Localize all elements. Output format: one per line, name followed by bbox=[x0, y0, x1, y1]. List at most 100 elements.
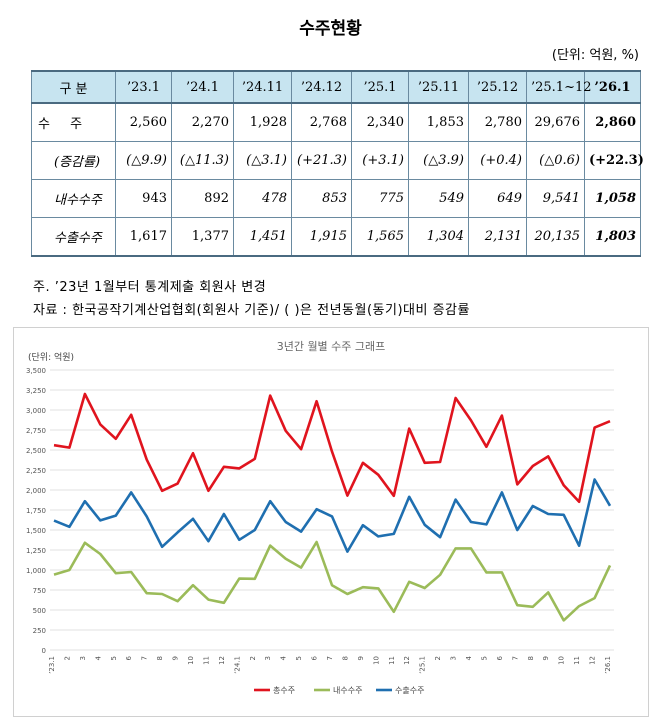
table-cell: 29,676 bbox=[526, 102, 585, 142]
row-label: 수출수주 bbox=[31, 217, 116, 257]
chart-title: 3년간 월별 수주 그래프 bbox=[277, 340, 386, 353]
period-header: ’25.11 bbox=[408, 70, 469, 104]
table-cell: 1,617 bbox=[115, 217, 172, 257]
x-tick-label: 4 bbox=[94, 655, 102, 660]
row-label: (증감률) bbox=[31, 141, 116, 180]
y-tick-label: 3,000 bbox=[26, 407, 46, 415]
table-cell: (△3.9) bbox=[408, 141, 469, 180]
table-cell: 1,928 bbox=[233, 102, 292, 142]
table-cell: 549 bbox=[408, 179, 469, 218]
orders-table: 구 분 ’23.1 ’24.1 ’24.11 ’24.12 ’25.1 ’25.… bbox=[31, 70, 644, 257]
series-line bbox=[53, 540, 612, 622]
y-tick-label: 2,000 bbox=[26, 487, 46, 495]
legend-label: 내수수주 bbox=[333, 686, 362, 695]
y-tick-label: 500 bbox=[33, 607, 46, 615]
x-tick-label: 9 bbox=[172, 656, 180, 660]
y-tick-label: 1,250 bbox=[26, 547, 46, 555]
table-cell: (△3.1) bbox=[233, 141, 292, 180]
period-header: ’25.1~12 bbox=[526, 70, 592, 104]
x-tick-label: 5 bbox=[110, 656, 118, 660]
y-tick-label: 1,500 bbox=[26, 527, 46, 535]
table-row: 수 주 2,560 2,270 1,928 2,768 2,340 1,853 … bbox=[31, 102, 641, 142]
x-tick-label: 2 bbox=[249, 656, 257, 660]
table-cell: 943 bbox=[115, 179, 172, 218]
x-tick-label: 4 bbox=[465, 655, 473, 660]
y-tick-label: 2,500 bbox=[26, 447, 46, 455]
table-cell: (△11.3) bbox=[171, 141, 234, 180]
x-tick-label: 11 bbox=[202, 656, 210, 665]
table-cell: 1,915 bbox=[291, 217, 352, 257]
x-tick-label: ’26.1 bbox=[604, 656, 612, 674]
table-cell: 2,560 bbox=[115, 102, 172, 142]
table-cell: 2,768 bbox=[291, 102, 352, 142]
table-row: 수출수주 1,617 1,377 1,451 1,915 1,565 1,304… bbox=[31, 217, 641, 257]
x-tick-label: ’23.1 bbox=[48, 656, 56, 674]
x-tick-label: 6 bbox=[125, 655, 133, 660]
line-chart: 3년간 월별 수주 그래프 (단위: 억원) 0 250 500 750 1,000 1,… bbox=[26, 340, 614, 695]
y-tick-label: 3,500 bbox=[26, 367, 46, 375]
table-cell: 1,565 bbox=[351, 217, 409, 257]
period-header: ’26.1 bbox=[584, 70, 641, 104]
y-tick-label: 1,750 bbox=[26, 507, 46, 515]
y-tick-label: 0 bbox=[42, 647, 46, 655]
x-tick-label: 6 bbox=[311, 655, 319, 660]
table-cell: 775 bbox=[351, 179, 409, 218]
x-tick-label: 4 bbox=[280, 655, 288, 660]
table-cell: (+0.4) bbox=[468, 141, 527, 180]
period-header: ’24.1 bbox=[171, 70, 234, 104]
table-cell: 853 bbox=[291, 179, 352, 218]
y-tick-label: 750 bbox=[33, 587, 46, 595]
table-cell: (+22.3) bbox=[584, 141, 644, 180]
table-cell: 1,451 bbox=[233, 217, 292, 257]
x-tick-label: 9 bbox=[357, 656, 365, 660]
table-cell: 1,304 bbox=[408, 217, 469, 257]
x-tick-label: ’25.1 bbox=[419, 656, 427, 674]
series-line bbox=[53, 478, 612, 553]
x-tick-label: 5 bbox=[295, 656, 303, 660]
x-tick-label: 3 bbox=[450, 656, 458, 660]
x-tick-label: 10 bbox=[187, 656, 195, 665]
row-label: 수 주 bbox=[31, 102, 116, 142]
x-tick-label: 7 bbox=[326, 656, 334, 660]
y-axis-label: (단위: 억원) bbox=[28, 351, 74, 363]
x-tick-label: 7 bbox=[141, 656, 149, 660]
unit-label: (단위: 억원, %) bbox=[551, 48, 639, 63]
table-cell: 649 bbox=[468, 179, 527, 218]
table-cell: 1,377 bbox=[171, 217, 234, 257]
table-cell: 892 bbox=[171, 179, 234, 218]
period-header: ’23.1 bbox=[115, 70, 172, 104]
y-tick-label: 3,250 bbox=[26, 387, 46, 395]
x-tick-label: 12 bbox=[589, 656, 597, 665]
row-label: 내수수주 bbox=[31, 179, 116, 218]
x-tick-label: 11 bbox=[388, 656, 396, 665]
header-label: 구 분 bbox=[31, 70, 116, 104]
table-cell: (+3.1) bbox=[351, 141, 409, 180]
y-tick-label: 1,000 bbox=[26, 567, 46, 575]
x-tick-label: ’24.1 bbox=[233, 656, 241, 674]
period-header: ’25.12 bbox=[468, 70, 527, 104]
table-cell: 1,853 bbox=[408, 102, 469, 142]
x-tick-label: 8 bbox=[527, 656, 535, 660]
period-header: ’24.12 bbox=[291, 70, 352, 104]
page-title: 수주현황 bbox=[299, 19, 362, 39]
x-tick-label: 8 bbox=[156, 656, 164, 660]
table-row: (증감률) (△9.9) (△11.3) (△3.1) (+21.3) (+3.… bbox=[31, 141, 644, 180]
x-tick-label: 5 bbox=[480, 656, 488, 660]
y-tick-label: 250 bbox=[33, 627, 46, 635]
table-header-row: 구 분 ’23.1 ’24.1 ’24.11 ’24.12 ’25.1 ’25.… bbox=[31, 70, 641, 104]
table-cell: (△0.6) bbox=[526, 141, 585, 180]
x-tick-label: 10 bbox=[372, 656, 380, 665]
x-tick-label: 12 bbox=[218, 656, 226, 665]
note-2: 자료 : 한국공작기계산업협회(회원사 기준)/ ( )은 전년동월(동기)대비… bbox=[33, 303, 470, 318]
table-cell: 1,058 bbox=[584, 179, 641, 218]
x-tick-label: 2 bbox=[63, 656, 71, 660]
chart-container: 3년간 월별 수주 그래프 (단위: 억원) 0 250 500 750 1,000 1,… bbox=[13, 327, 649, 717]
table-cell: (△9.9) bbox=[115, 141, 172, 180]
x-tick-label: 6 bbox=[496, 655, 504, 660]
table-cell: 478 bbox=[233, 179, 292, 218]
legend-label: 수출수주 bbox=[395, 685, 424, 695]
table-cell: 1,803 bbox=[584, 217, 641, 257]
legend-label: 총수주 bbox=[273, 686, 295, 695]
table-cell: 2,131 bbox=[468, 217, 527, 257]
table-row: 내수수주 943 892 478 853 775 549 649 9,541 1… bbox=[31, 179, 641, 218]
